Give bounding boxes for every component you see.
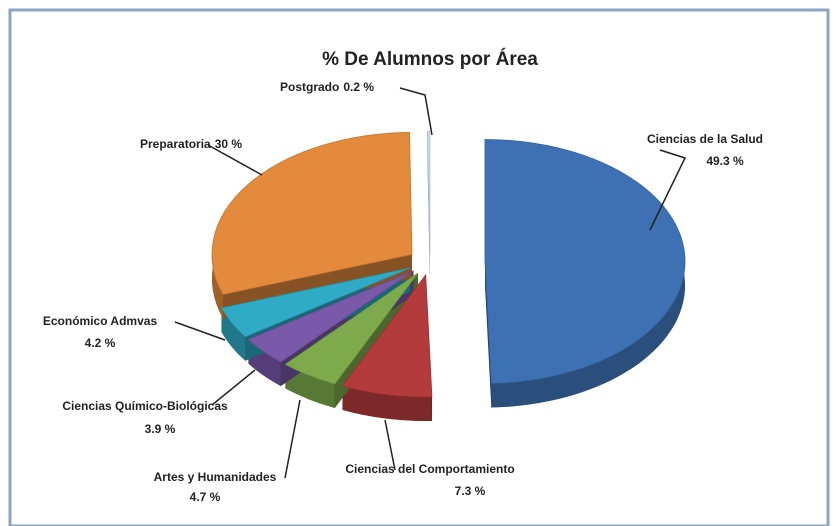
slice-label-value: 7.3 % [455,484,486,498]
slice-side [285,364,335,409]
leader-line [649,149,687,231]
slice-label-value: 4.2 % [85,336,116,350]
slice-label-value: 3.9 % [145,422,176,436]
slice-label-name: Artes y Humanidades [154,470,277,484]
slice-tops [211,131,686,398]
leader-line [399,87,433,136]
chart-frame [8,8,830,526]
leader-line [384,419,396,471]
slice-label-name: Preparatoria [140,137,211,151]
leader-line [174,321,226,341]
slice-side [342,385,432,421]
slice-label-value: 49.3 % [706,154,744,168]
slice-label: Preparatoria 30 % [140,137,242,151]
slice [426,131,431,254]
slice [284,272,419,385]
leader-line [284,399,301,479]
slice-label-name: Postgrado [280,80,339,94]
slice-label-value: 30 % [215,137,243,151]
slice-label-value: 4.7 % [190,490,221,504]
slice-label: Postgrado 0.2 % [280,80,374,94]
slice-side [221,307,246,361]
slice-label-name: Ciencias de la Salud [647,132,763,146]
slice-label-name: Ciencias Químico-Biológicas [62,399,228,413]
leader-line [207,144,263,176]
slice [484,139,686,384]
slice-label-value: 0.2 % [343,80,374,94]
leader-line [211,369,256,406]
slice [341,273,433,398]
chart-title: % De Alumnos por Área [322,48,538,70]
slice-label-name: Económico Admvas [43,314,158,328]
slice [247,270,414,363]
slice [220,267,411,338]
slice [211,132,413,295]
slice-label-name: Ciencias del Comportamiento [345,462,514,476]
